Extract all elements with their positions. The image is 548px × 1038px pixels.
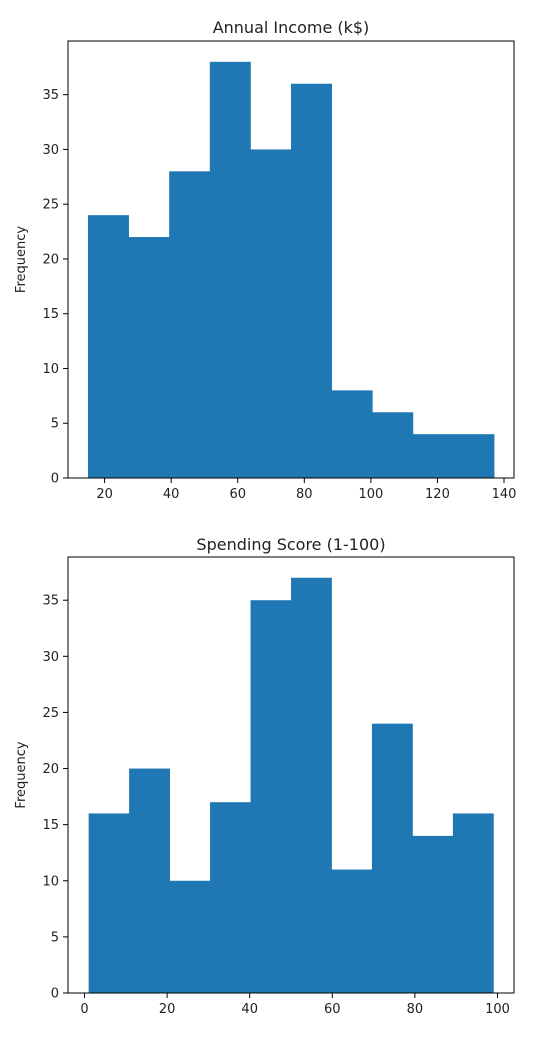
y-tick-label: 0 — [51, 472, 59, 487]
y-tick-label: 15 — [42, 307, 59, 322]
y-tick-label: 30 — [42, 650, 59, 665]
histogram-bar — [331, 869, 373, 993]
histogram-bar — [129, 768, 170, 993]
x-tick-label: 100 — [358, 487, 383, 502]
y-tick-label: 0 — [51, 987, 59, 1002]
chart-title: Spending Score (1-100) — [196, 535, 385, 554]
histogram-bar — [88, 813, 130, 993]
y-tick-label: 10 — [42, 874, 59, 889]
y-axis-label: Frequency — [14, 741, 29, 808]
histogram-bar — [371, 723, 413, 993]
spending-score-histogram: 0 20 40 60 80 100 0 5 10 15 20 25 30 35 Spending Score… — [14, 535, 515, 1017]
histogram-bar — [291, 83, 333, 479]
histogram-bar — [452, 813, 494, 993]
histogram-bar — [128, 237, 170, 478]
histogram-bar — [372, 412, 414, 478]
histogram-bar — [250, 149, 292, 478]
x-tick-label: 40 — [163, 487, 180, 502]
x-tick-label: 80 — [296, 487, 313, 502]
histogram-bar — [169, 880, 211, 993]
x-tick-label: 120 — [425, 487, 450, 502]
x-tick-label: 40 — [241, 1002, 258, 1017]
x-tick-label: 0 — [80, 1002, 88, 1017]
x-tick-label: 20 — [96, 487, 113, 502]
histogram-bar — [331, 390, 373, 478]
y-tick-label: 30 — [42, 143, 59, 158]
histogram-bar — [412, 835, 454, 993]
histogram-bar — [291, 577, 332, 993]
x-tick-label: 20 — [159, 1002, 176, 1017]
y-tick-label: 5 — [51, 417, 59, 432]
x-tick-label: 140 — [492, 487, 517, 502]
histogram-bar — [412, 434, 454, 478]
plot-frame — [67, 40, 515, 479]
y-tick-label: 35 — [42, 88, 59, 103]
y-tick-label: 25 — [42, 198, 59, 213]
y-tick-label: 15 — [42, 818, 59, 833]
y-tick-label: 10 — [42, 362, 59, 377]
x-tick-label: 60 — [324, 1002, 341, 1017]
y-tick-label: 25 — [42, 706, 59, 721]
histogram-bar — [250, 600, 292, 993]
annual-income-histogram: 20 40 60 80 100 120 140 0 5 10 15 20 25 30 35 Annual In… — [14, 18, 517, 502]
y-tick-label: 20 — [42, 762, 59, 777]
histogram-bar — [209, 61, 251, 479]
y-tick-label: 5 — [51, 930, 59, 945]
plot-frame — [67, 556, 515, 994]
histogram-bar — [453, 434, 495, 478]
y-tick-label: 20 — [42, 252, 59, 267]
y-tick-label: 35 — [42, 594, 59, 609]
chart-title: Annual Income (k$) — [213, 18, 370, 37]
x-tick-label: 100 — [485, 1002, 510, 1017]
histogram-bar — [210, 802, 251, 993]
x-tick-label: 80 — [407, 1002, 424, 1017]
x-tick-label: 60 — [229, 487, 246, 502]
histogram-bar — [169, 171, 211, 478]
histogram-bar — [87, 215, 129, 478]
y-axis-label: Frequency — [14, 226, 29, 293]
